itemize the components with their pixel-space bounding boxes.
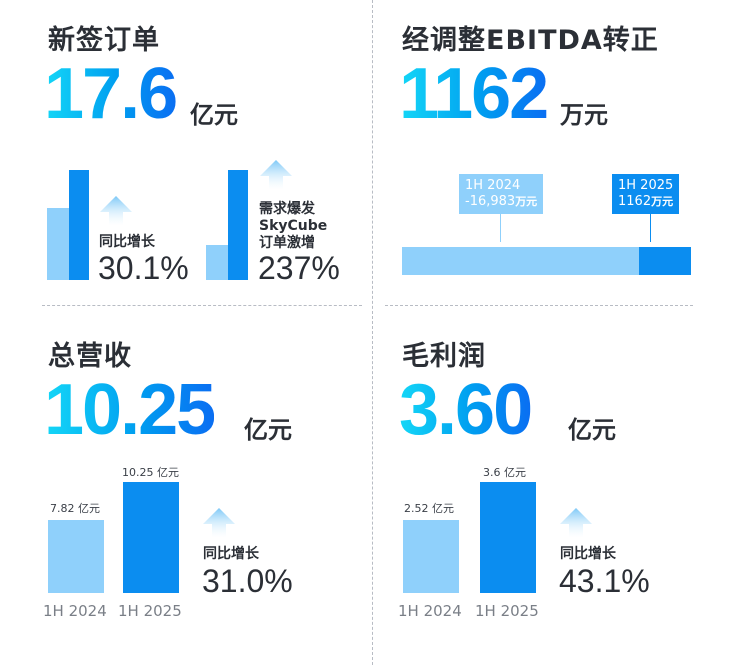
q4-value: 3.60	[399, 370, 533, 450]
q1-title: 新签订单	[48, 25, 160, 56]
q2-callout-2024-pointer	[500, 214, 501, 242]
q2-ebitda-bar	[402, 247, 691, 275]
q4-bar-2025	[480, 482, 536, 593]
q2-callout-2024-unit: 万元	[515, 195, 538, 208]
q3-value: 10.25	[44, 370, 216, 450]
q3-bar-2025	[123, 482, 179, 593]
q3-bar2-label: 10.25 亿元	[122, 466, 179, 479]
q3-axis-2025: 1H 2025	[118, 602, 182, 620]
q2-callout-2024-period: 1H 2024	[465, 178, 521, 193]
q1-skycube-label-line2: SkyCube	[259, 218, 328, 234]
q3-growth-label: 同比增长	[203, 546, 259, 562]
vertical-divider	[372, 0, 373, 665]
q4-bar1-label: 2.52 亿元	[404, 502, 454, 515]
q1-bar-prior	[47, 208, 69, 280]
q2-callout-2025-period: 1H 2025	[618, 178, 674, 193]
q1-bar-current	[69, 170, 89, 280]
q4-axis-2025: 1H 2025	[475, 602, 539, 620]
q2-value: 1162	[399, 54, 549, 134]
q1-growth-value: 30.1%	[98, 250, 189, 286]
q4-bar-2024	[403, 520, 459, 593]
q3-growth-value: 31.0%	[202, 563, 293, 599]
q2-callout-2025-pointer	[650, 214, 651, 242]
q2-callout-2024: 1H 2024 -16,983万元	[459, 174, 544, 214]
q2-ebitda-bar-2024-segment	[402, 247, 639, 275]
q3-unit: 亿元	[244, 416, 292, 444]
q4-bar2-label: 3.6 亿元	[483, 466, 526, 479]
q4-title: 毛利润	[402, 341, 486, 372]
horizontal-divider-right	[385, 305, 693, 306]
horizontal-divider-left	[42, 305, 362, 306]
q1-growth-label: 同比增长	[99, 234, 155, 250]
q4-growth-label: 同比增长	[560, 546, 616, 562]
q1-skycube-label-line1: 需求爆发	[259, 201, 315, 217]
q2-callout-2025-value: 1162	[618, 194, 652, 209]
q4-growth-value: 43.1%	[559, 563, 650, 599]
q1-value: 17.6	[44, 54, 178, 134]
up-arrow-icon	[203, 508, 235, 538]
q3-axis-2024: 1H 2024	[43, 602, 107, 620]
q2-unit: 万元	[560, 101, 608, 129]
q4-axis-2024: 1H 2024	[398, 602, 462, 620]
q3-title: 总营收	[48, 341, 132, 372]
q2-callout-2025-unit: 万元	[651, 195, 674, 208]
q2-callout-2025: 1H 2025 1162万元	[612, 174, 680, 214]
q2-title: 经调整EBITDA转正	[402, 25, 659, 56]
q1-unit: 亿元	[190, 101, 238, 129]
up-arrow-icon	[100, 196, 132, 226]
q1-skycube-bar-prior	[206, 245, 228, 280]
q1-skycube-label-line3: 订单激增	[259, 235, 315, 251]
up-arrow-icon	[560, 508, 592, 538]
q3-bar-2024	[48, 520, 104, 593]
up-arrow-icon	[260, 160, 292, 190]
q1-skycube-value: 237%	[258, 250, 340, 286]
q4-unit: 亿元	[568, 416, 616, 444]
q1-skycube-bar-current	[228, 170, 248, 280]
q3-bar1-label: 7.82 亿元	[50, 502, 100, 515]
q2-callout-2024-value: -16,983	[465, 194, 516, 209]
